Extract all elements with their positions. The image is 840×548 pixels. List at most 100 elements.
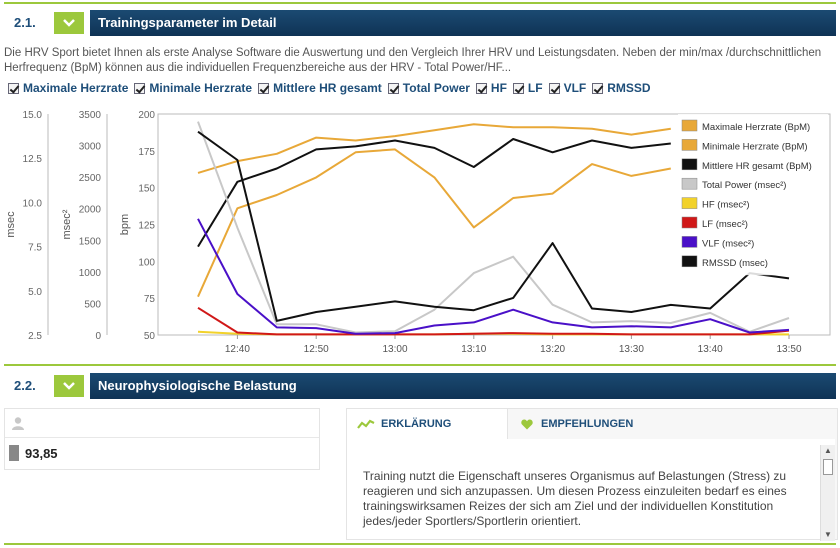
checkbox-box[interactable] [134,82,146,94]
intro-text: Die HRV Sport bietet Ihnen als erste Ana… [4,47,822,74]
y-axis-label: bpm [119,214,131,235]
checkbox-box[interactable] [258,82,270,94]
y-tick-label: 5.0 [28,287,42,298]
checkbox-box[interactable] [8,82,19,94]
y-tick-label: 50 [144,331,156,342]
checkbox-box[interactable] [548,82,560,94]
tab-content: Training nutzt die Eigenschaft unseres O… [347,439,835,539]
y-tick-label: 200 [138,110,155,121]
legend-swatch [681,119,698,132]
checkbox-hf[interactable]: HF [475,81,507,95]
series-line-5 [197,306,790,336]
legend-swatch [681,255,698,268]
checkbox-rmssd[interactable]: RMSSD [592,81,651,95]
legend-swatch [681,158,698,171]
x-tick-label: 12:40 [225,344,250,355]
series-line-3 [197,121,790,334]
checkbox-label: RMSSD [607,81,651,95]
section-title: Neurophysiologische Belastung [90,373,836,399]
checkbox-total-power[interactable]: Total Power [387,81,470,95]
heart-icon [521,419,533,429]
series-checkbox-row: Maximale Herzrate Minimale Herzrate Mitt… [8,81,657,95]
tab-label: ERKLÄRUNG [381,418,452,430]
scroll-down-arrow-icon[interactable]: ▼ [824,530,832,539]
x-tick-label: 13:20 [540,344,565,355]
section-top-line [4,2,836,4]
section-top-line [4,364,836,366]
x-tick-label: 12:50 [304,344,329,355]
training-chart: 15.0 12.5 10.0 7.5 5.0 2.5 msec 3500 3000 2500 200… [5,110,831,355]
legend-label: Minimale Herzrate (BpM) [702,141,808,152]
checkbox-box[interactable] [592,82,604,94]
checkbox-vlf[interactable]: VLF [548,81,586,95]
section-header-training: 2.1. Trainingsparameter im Detail [4,10,836,36]
tab-empfehlungen[interactable]: EMPFEHLUNGEN [521,409,671,439]
value-panel: 93,85 [4,408,320,470]
checkbox-label: Minimale Herzrate [149,81,253,95]
legend-label: HF (msec²) [702,200,750,211]
series-line-1 [197,148,671,298]
legend-box [678,114,828,276]
checkbox-box[interactable] [475,82,487,94]
explanation-text: Training nutzt die Eigenschaft unseres O… [363,469,787,528]
chevron-down-icon [63,382,75,390]
scrollbar[interactable]: ▲ ▼ [820,445,835,541]
collapse-toggle[interactable] [54,375,84,397]
tab-erklaerung[interactable]: ERKLÄRUNG [347,409,508,439]
x-tick-label: 13:40 [698,344,723,355]
checkbox-label: Mittlere HR gesamt [273,81,382,95]
y-tick-label: 0 [95,331,101,342]
load-value: 93,85 [25,445,58,461]
legend-label: Total Power (msec²) [702,180,786,191]
checkbox-min-hr[interactable]: Minimale Herzrate [134,81,252,95]
y-axis-label: msec² [61,209,73,239]
scroll-up-arrow-icon[interactable]: ▲ [824,446,832,455]
y-tick-label: 75 [144,294,156,305]
checkbox-mean-hr[interactable]: Mittlere HR gesamt [258,81,382,95]
section-header-neuro: 2.2. Neurophysiologische Belastung [4,373,836,399]
y-tick-label: 175 [138,147,155,158]
x-tick-label: 13:10 [461,344,486,355]
x-tick-label: 13:00 [382,344,407,355]
scroll-thumb[interactable] [823,459,833,475]
series-line-6 [197,218,790,335]
trend-icon [357,419,375,429]
y-tick-label: 500 [84,299,101,310]
y-axis-label: msec [5,211,17,238]
legend-label: VLF (msec²) [702,238,754,249]
legend-label: RMSSD (msec) [702,258,768,269]
series-line-7 [197,130,790,322]
section-bottom-line [4,543,836,545]
checkbox-lf[interactable]: LF [512,81,543,95]
legend-swatch [681,177,698,190]
section-title: Trainingsparameter im Detail [90,10,836,36]
x-tick-label: 13:50 [776,344,801,355]
y-tick-label: 3000 [79,142,102,153]
y-tick-label: 125 [138,221,155,232]
person-row [5,409,319,438]
legend-label: Maximale Herzrate (BpM) [702,122,810,133]
section-number: 2.2. [4,373,52,399]
y-tick-label: 2000 [79,205,102,216]
y-tick-label: 12.5 [23,154,43,165]
value-indicator [9,445,19,461]
y-tick-label: 150 [138,184,155,195]
checkbox-box[interactable] [387,82,399,94]
checkbox-box[interactable] [512,82,524,94]
legend-swatch [681,236,698,248]
value-row: 93,85 [5,438,319,468]
legend-label: LF (msec²) [702,219,748,230]
checkbox-label: HF [490,81,507,95]
y-tick-label: 15.0 [23,110,43,121]
series-line-2 [197,138,671,248]
series-line-0 [197,123,671,174]
y-tick-label: 10.0 [23,198,43,209]
collapse-toggle[interactable] [54,12,84,34]
y-tick-label: 100 [138,257,155,268]
legend-swatch [681,139,698,151]
x-tick-label: 13:30 [619,344,644,355]
checkbox-label: Total Power [402,81,470,95]
info-tabs: ERKLÄRUNG EMPFEHLUNGEN Training nutzt di… [346,408,838,541]
section-number: 2.1. [4,10,52,36]
checkbox-max-hr[interactable]: Maximale Herzrate [8,81,128,95]
